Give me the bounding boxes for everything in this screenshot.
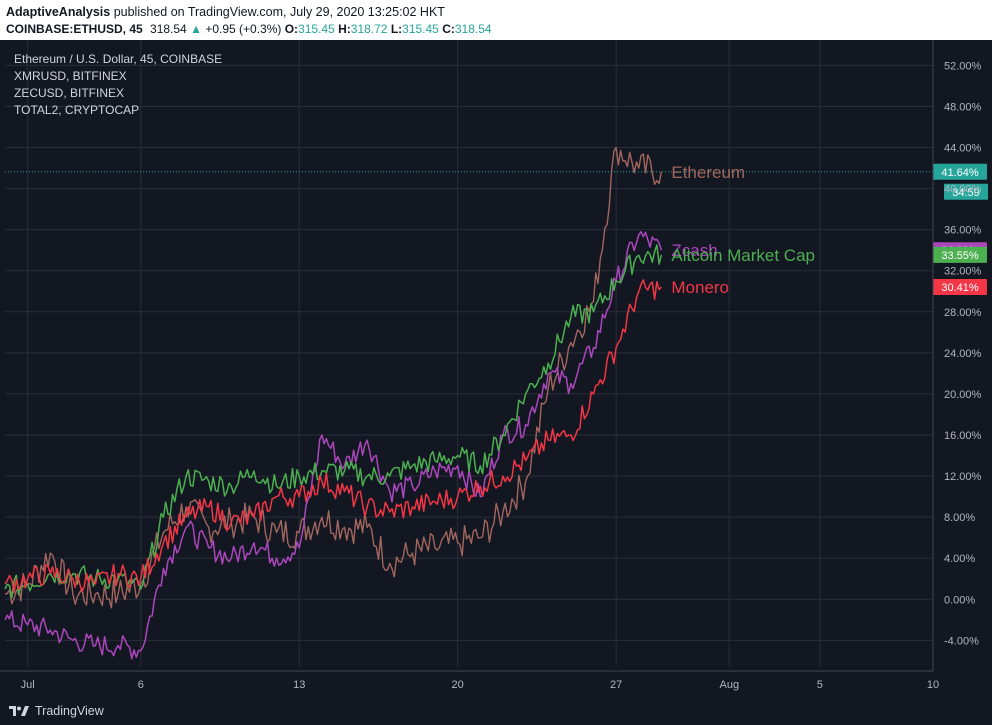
series-end-label: Ethereum xyxy=(671,163,745,182)
chart-background xyxy=(0,40,992,697)
y-tick-label: 48.00% xyxy=(944,101,982,113)
countdown-tag-bg xyxy=(944,183,988,200)
series-line-altcoin-market-cap xyxy=(4,244,663,599)
y-tick-label: 28.00% xyxy=(944,307,982,319)
countdown-tag-label: 34:59 xyxy=(952,187,980,199)
x-tick-label: 5 xyxy=(817,679,823,691)
x-tick-label: Jul xyxy=(21,679,35,691)
x-tick-label: 10 xyxy=(927,679,939,691)
price-tag-label: 33.55% xyxy=(941,250,979,262)
change-arrow-icon: ▲ xyxy=(190,22,202,36)
symbol-info: COINBASE:ETHUSD, 45 318.54 ▲ +0.95 (+0.3… xyxy=(6,21,986,38)
price-change: +0.95 (+0.3%) xyxy=(205,22,282,36)
chart-title: Ethereum / U.S. Dollar, 45, COINBASE xyxy=(14,52,222,66)
publish-info: AdaptiveAnalysis published on TradingVie… xyxy=(6,4,986,21)
series-end-label: Monero xyxy=(671,278,729,297)
axes: 52.00% 48.00% 44.00% 40.00% 36.00% 32.00% 28.0… xyxy=(0,40,982,691)
symbol-name[interactable]: COINBASE:ETHUSD, 45 xyxy=(6,22,143,36)
x-tick-label: Aug xyxy=(720,679,740,691)
close-value: 318.54 xyxy=(454,22,492,36)
legend-entry: XMRUSD, BITFINEX xyxy=(14,69,127,83)
x-tick-label: 13 xyxy=(293,679,305,691)
y-tick-label: 32.00% xyxy=(944,266,982,278)
chart-legend: Ethereum / U.S. Dollar, 45, COINBASE XMRU… xyxy=(14,52,222,117)
footer-bar: TradingView xyxy=(0,697,992,725)
published-text: published on TradingView.com, July 29, 2… xyxy=(113,5,445,19)
y-tick-label: 24.00% xyxy=(944,348,982,360)
low-value: 315.45 xyxy=(402,22,439,36)
legend-entry: TOTAL2, CRYPTOCAP xyxy=(14,103,139,117)
y-tick-label: 12.00% xyxy=(944,471,982,483)
x-tick-label: 20 xyxy=(452,679,464,691)
chart-header: AdaptiveAnalysis published on TradingVie… xyxy=(0,0,992,40)
tradingview-logo[interactable]: TradingView xyxy=(8,704,104,718)
series-line-zcash xyxy=(4,230,663,660)
price-tag-bg xyxy=(933,246,987,263)
y-tick-label: 0.00% xyxy=(944,594,975,606)
y-tick-label: 8.00% xyxy=(944,512,975,524)
x-tick-label: 6 xyxy=(138,679,144,691)
high-label: H: xyxy=(338,22,351,36)
close-label: C: xyxy=(442,22,455,36)
open-value: 315.45 xyxy=(298,22,335,36)
x-tick-label: 27 xyxy=(610,679,622,691)
low-label: L: xyxy=(390,22,403,36)
y-tick-label: -4.00% xyxy=(944,635,979,647)
series-line-ethereum xyxy=(4,146,663,609)
y-tick-label: 40.00% xyxy=(944,184,982,196)
series-end-label: Zcash xyxy=(671,241,717,260)
author-name[interactable]: AdaptiveAnalysis xyxy=(6,5,111,19)
price-tag-label: 41.64% xyxy=(941,167,979,179)
y-tick-label: 44.00% xyxy=(944,143,982,155)
legend-entry: ZECUSD, BITFINEX xyxy=(14,86,124,100)
y-tick-label: 20.00% xyxy=(944,389,982,401)
series-line-monero xyxy=(4,279,662,594)
y-tick-label: 4.00% xyxy=(944,553,975,565)
footer-brand: TradingView xyxy=(35,704,104,718)
price-tag-bg xyxy=(933,279,987,296)
y-tick-label: 36.00% xyxy=(944,225,982,237)
last-price: 318.54 xyxy=(150,22,187,36)
series-end-label: Altcoin Market Cap xyxy=(671,246,815,265)
price-tag-bg xyxy=(933,163,987,180)
tradingview-logo-icon xyxy=(9,706,29,716)
high-value: 318.72 xyxy=(350,22,388,36)
price-tag-label: 30.41% xyxy=(941,282,979,294)
open-label: O: xyxy=(284,22,299,36)
series-lines xyxy=(4,146,663,660)
y-tick-label: 16.00% xyxy=(944,430,982,442)
y-tick-label: 52.00% xyxy=(944,60,982,72)
